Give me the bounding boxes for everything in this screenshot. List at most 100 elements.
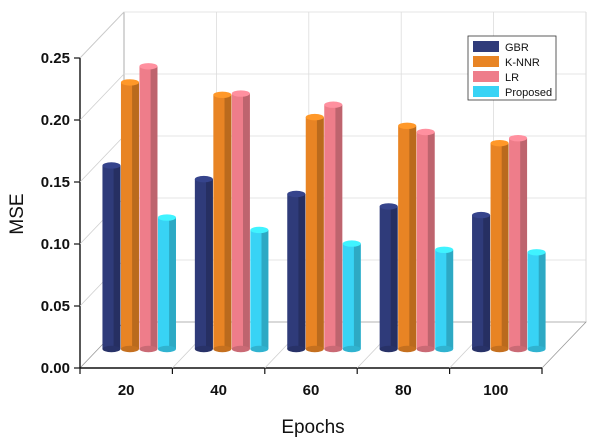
bar-cap [287, 190, 306, 198]
bar-shade [520, 138, 528, 349]
bar [472, 211, 491, 353]
bar-shade [113, 165, 121, 349]
bar-shade [224, 94, 232, 349]
bar-cap [139, 63, 158, 70]
bar [102, 162, 121, 353]
x-tick-label: 40 [210, 382, 227, 399]
bar-base [324, 345, 343, 353]
bar-cap [194, 175, 213, 183]
bar-base [120, 345, 139, 353]
bar-base [194, 345, 213, 353]
legend-label: K-NNR [505, 57, 540, 69]
bar-base [250, 345, 269, 353]
tick-labels: 0.00 0.05 0.10 0.15 0.20 0.25 20 40 60 80 100 [41, 50, 509, 399]
bar-base [379, 345, 398, 353]
x-axis-title: Epochs [281, 417, 344, 437]
bar-base [287, 345, 306, 353]
bar-shade [261, 229, 269, 349]
legend-swatch [473, 86, 499, 97]
bar-shade [150, 66, 158, 349]
bar [250, 226, 269, 353]
bar-shade [446, 249, 454, 349]
bar-shade [390, 206, 398, 349]
bar-shade [335, 104, 343, 349]
bar-shade [298, 194, 306, 349]
bar-cap [416, 128, 435, 136]
y-tick-label: 0.25 [41, 50, 70, 67]
x-tick-label: 80 [395, 382, 412, 399]
legend-swatch [473, 71, 499, 82]
bar-cap [472, 211, 491, 219]
bar [527, 249, 546, 353]
bar-base [509, 345, 528, 353]
bar-base [435, 345, 454, 353]
bar-base [416, 345, 435, 353]
bar-shade [427, 132, 435, 349]
bar-base [342, 345, 361, 353]
bar [416, 128, 435, 353]
legend-swatch [473, 41, 499, 52]
bar-base [231, 345, 250, 353]
bar-base [490, 345, 509, 353]
bar-cap [398, 122, 417, 129]
bar-cap [342, 240, 361, 247]
bar [139, 63, 158, 353]
bar-shade [132, 82, 139, 350]
y-tick-label: 0.15 [41, 174, 70, 191]
bar-cap [102, 162, 121, 169]
bar-shade [483, 215, 491, 349]
bar [379, 203, 398, 353]
bar-base [102, 345, 121, 353]
bar-cap [324, 101, 343, 108]
bar-base [305, 345, 324, 353]
bar-cap [213, 91, 232, 99]
bar [324, 101, 343, 353]
bar-cap [157, 214, 176, 221]
y-axis-title: MSE [7, 193, 28, 234]
bar-shade [353, 243, 361, 349]
x-tick-label: 100 [483, 382, 508, 399]
bar [305, 113, 324, 353]
bar-cap [379, 203, 398, 210]
bar-base [472, 345, 491, 353]
y-tick-label: 0.05 [41, 298, 70, 315]
bar-shade [206, 179, 213, 349]
grid-depth-line [79, 11, 125, 59]
bar [231, 90, 250, 353]
bar-base [213, 345, 232, 353]
bar [213, 91, 232, 353]
bar-base [139, 345, 158, 353]
bar-base [398, 345, 417, 353]
x-tick-label: 60 [303, 382, 320, 399]
bar-cap [509, 135, 528, 142]
bar-shade [316, 117, 324, 350]
bar [490, 139, 509, 353]
bar-cap [435, 246, 454, 253]
bar [342, 240, 361, 353]
bar-cap [305, 113, 324, 121]
legend-swatch [473, 56, 499, 67]
bar-shade [169, 217, 176, 349]
bar-cap [527, 249, 546, 256]
bar-base [157, 345, 176, 353]
bar-series [102, 63, 546, 353]
y-tick-label: 0.00 [41, 360, 70, 377]
bar-shade [501, 143, 509, 349]
bar-shade [538, 252, 546, 349]
grid-depth-line [79, 135, 125, 183]
bar [509, 135, 528, 353]
legend: GBR K-NNR LR Proposed [467, 35, 557, 101]
grid-depth-line [79, 73, 125, 121]
y-tick-label: 0.10 [41, 236, 70, 253]
bar-shade [243, 93, 250, 349]
bar-base [527, 345, 546, 353]
bar-cap [120, 79, 139, 86]
y-tick-label: 0.20 [41, 112, 70, 129]
legend-label: LR [505, 72, 519, 84]
bar [194, 175, 213, 353]
bar-shade [409, 125, 417, 349]
legend-label: GBR [505, 42, 529, 54]
bar [120, 79, 139, 353]
bar [435, 246, 454, 353]
